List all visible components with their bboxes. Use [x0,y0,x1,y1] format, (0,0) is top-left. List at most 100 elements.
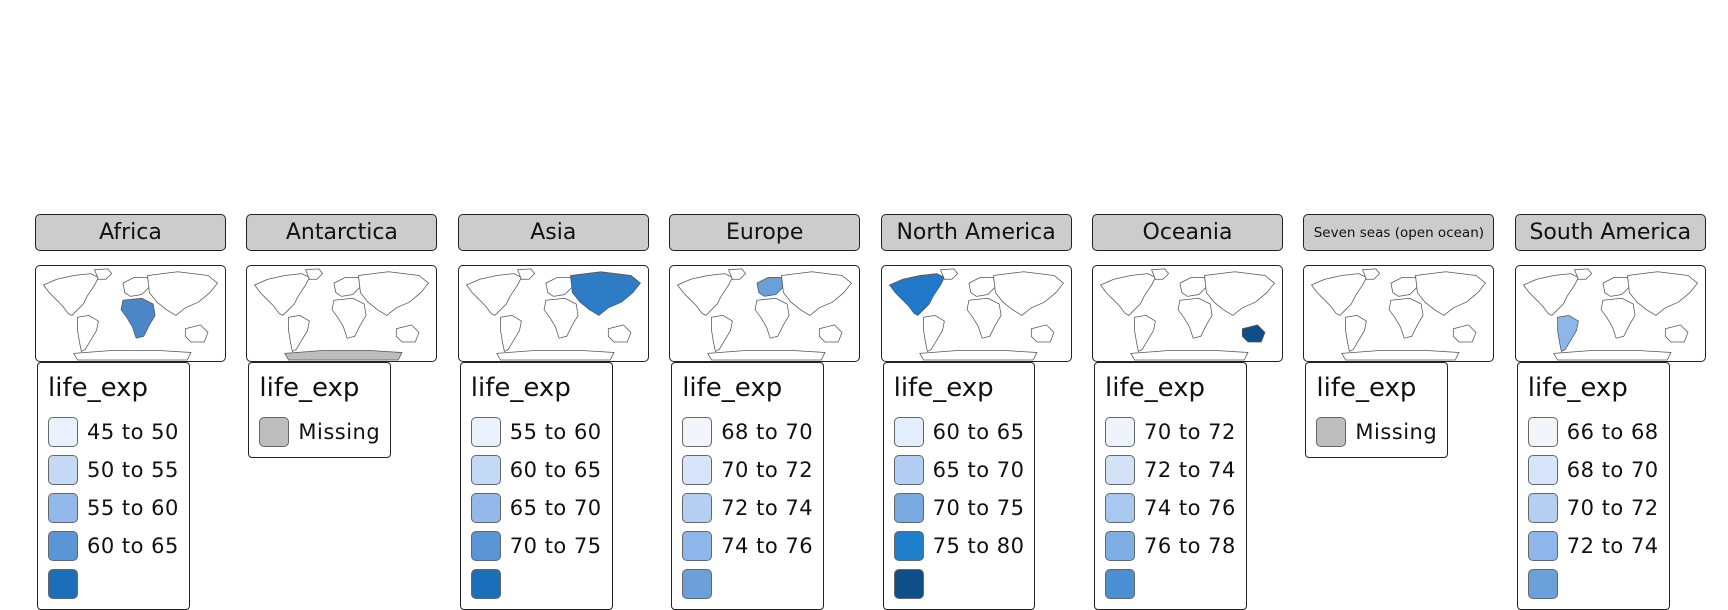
region-greenland [1573,268,1592,280]
region-oceania [1453,324,1477,343]
legend-item: 60 to 65 [470,451,602,489]
legend-swatch [48,455,78,485]
region-europe [545,277,573,297]
legend-item: 72 to 74 [1527,527,1659,565]
legend-label: 70 to 75 [932,496,1025,520]
legend-item: 68 to 70 [1527,451,1659,489]
region-antarctica [1130,350,1249,361]
region-greenland [1151,268,1170,280]
legend-swatch [893,493,924,523]
legend-swatch [470,493,501,523]
legend-swatch [682,569,713,599]
region-samerica [77,315,99,353]
region-oceania [184,324,209,343]
legend-box: life_exp 60 to 65 65 to 70 70 to 75 75 to 80 [882,362,1036,610]
region-europe [756,277,784,297]
legend-swatch [48,493,78,523]
legend-item: 60 to 65 [48,527,179,565]
legend-item: 66 to 68 [1527,413,1659,451]
region-samerica [1556,315,1579,353]
legend-swatch [893,417,924,447]
legend-swatch [1527,455,1558,485]
legend-swatch [682,455,713,485]
legend-swatch [470,531,501,561]
region-africa [543,297,579,339]
region-antarctica [707,350,826,361]
region-oceania [607,324,632,343]
region-africa [1177,297,1213,339]
region-africa [332,297,367,339]
legend-label: 74 to 76 [1144,496,1236,520]
region-greenland [728,268,747,280]
legend-swatch [470,417,501,447]
legend-label: 76 to 78 [1144,534,1236,558]
legend-title: life_exp [1105,373,1206,403]
legend-box: life_exp 70 to 72 72 to 74 74 to 76 76 to 78 [1094,362,1247,610]
region-asia [1626,271,1698,316]
facet-oceania: Oceania life_exp 70 to 72 72 to 74 74 to 76 7… [1092,214,1283,610]
facet-strip-label: South America [1514,214,1706,251]
region-namerica [888,273,945,316]
legend-swatch [893,455,924,485]
legend-swatch [682,531,713,561]
facet-strip-label: Africa [35,214,226,251]
legend-title: life_exp [259,373,360,403]
region-namerica [1099,273,1156,316]
facet-strip-label: Europe [669,214,861,251]
legend-swatch [893,531,924,561]
legend-label: 68 to 70 [721,420,814,444]
legend-title: life_exp [470,373,571,403]
region-europe [1179,277,1207,297]
region-samerica [499,315,522,353]
legend-label: 72 to 74 [1144,458,1236,482]
region-antarctica [495,350,615,361]
legend-box: life_exp 66 to 68 68 to 70 70 to 72 72 to 74 [1516,362,1670,610]
legend-item: 72 to 74 [1105,451,1236,489]
legend-label: 55 to 60 [87,496,179,520]
facet-map [246,265,438,362]
region-samerica [711,315,733,353]
legend-label: 45 to 50 [87,420,179,444]
facet-map [457,265,649,362]
world-map-svg [677,268,853,361]
region-oceania [819,324,843,343]
legend-title: life_exp [1316,373,1417,403]
region-antarctica [73,350,192,361]
legend-box: life_exp 68 to 70 70 to 72 72 to 74 74 to 76 [671,362,825,610]
facet-strip-label: Antarctica [246,214,438,251]
region-namerica [465,273,522,316]
legend-box: life_exp 45 to 50 50 to 55 55 to 60 60 to 65 [37,362,190,610]
legend-swatch [1527,417,1558,447]
legend-item [1105,565,1236,603]
legend-title: life_exp [48,373,149,403]
legend-title: life_exp [682,373,783,403]
legend-label: 55 to 60 [509,420,602,444]
facet-strip-label: Seven seas (open ocean) [1303,214,1495,251]
facet-map [669,265,861,362]
legend-swatch [1105,531,1135,561]
world-map-svg [42,268,218,361]
region-oceania [1241,324,1266,343]
region-namerica [42,273,99,316]
facet-map [880,265,1072,362]
region-greenland [305,268,324,280]
legend-swatch [470,455,501,485]
world-map-svg [1099,268,1275,361]
region-namerica [1522,273,1579,316]
region-africa [966,297,1002,339]
region-asia [1415,271,1487,316]
world-map-svg [1522,268,1698,361]
legend-label: 70 to 75 [509,534,602,558]
region-namerica [1311,273,1368,316]
legend-swatch [893,569,924,599]
world-map-svg [465,268,641,361]
facet-strip-label: Oceania [1092,214,1283,251]
legend-item: 70 to 75 [470,527,602,565]
region-asia [1204,271,1275,316]
legend-label: 50 to 55 [87,458,179,482]
region-antarctica [1552,350,1672,361]
legend-label: 68 to 70 [1566,458,1659,482]
legend-item [48,565,179,603]
region-namerica [677,273,734,316]
legend-item: Missing [1316,413,1437,451]
